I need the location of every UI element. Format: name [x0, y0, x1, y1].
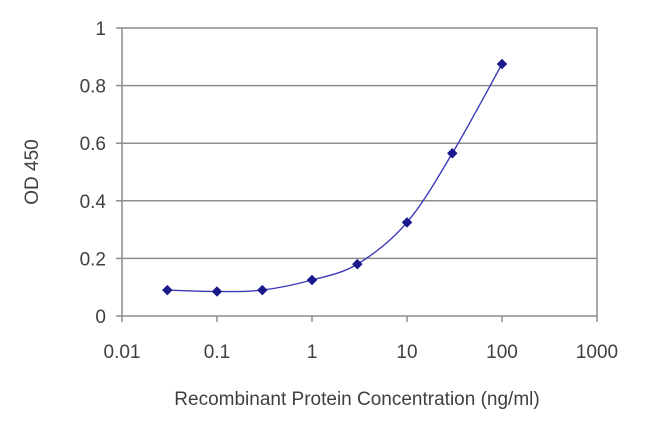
- x-tick-label: 1000: [576, 342, 618, 363]
- data-point-marker: [401, 217, 413, 228]
- data-point-marker: [351, 258, 363, 270]
- y-tick-label: 0.6: [80, 134, 106, 155]
- x-tick-label: 10: [396, 342, 417, 363]
- y-tick-label: 1: [95, 19, 106, 40]
- y-tick-label: 0.2: [80, 249, 106, 270]
- data-point-marker: [161, 284, 173, 296]
- y-tick-label: 0.8: [80, 77, 106, 98]
- y-tick-label: 0: [95, 307, 106, 328]
- y-axis-title: OD 450: [22, 139, 43, 204]
- x-tick-label: 0.01: [104, 342, 141, 363]
- data-point-marker: [306, 274, 318, 286]
- axis-ticks: 0 0.2 0.4 0.6 0.8 1 0.01 0.1 1 10 100 1000: [80, 19, 619, 363]
- y-tick-label: 0.4: [80, 192, 107, 213]
- gridlines: [122, 84, 597, 260]
- series-group: [161, 58, 508, 297]
- data-point-marker: [256, 284, 268, 296]
- x-tick-label: 0.1: [204, 342, 230, 363]
- data-point-marker: [211, 286, 223, 297]
- data-point-marker: [446, 147, 458, 159]
- x-tick-label: 1: [307, 342, 318, 363]
- series-line: [167, 63, 503, 293]
- x-tick-label: 100: [486, 342, 518, 363]
- x-axis-title: Recombinant Protein Concentration (ng/ml…: [174, 389, 539, 410]
- plot-area: [121, 27, 598, 317]
- data-point-marker: [496, 58, 508, 70]
